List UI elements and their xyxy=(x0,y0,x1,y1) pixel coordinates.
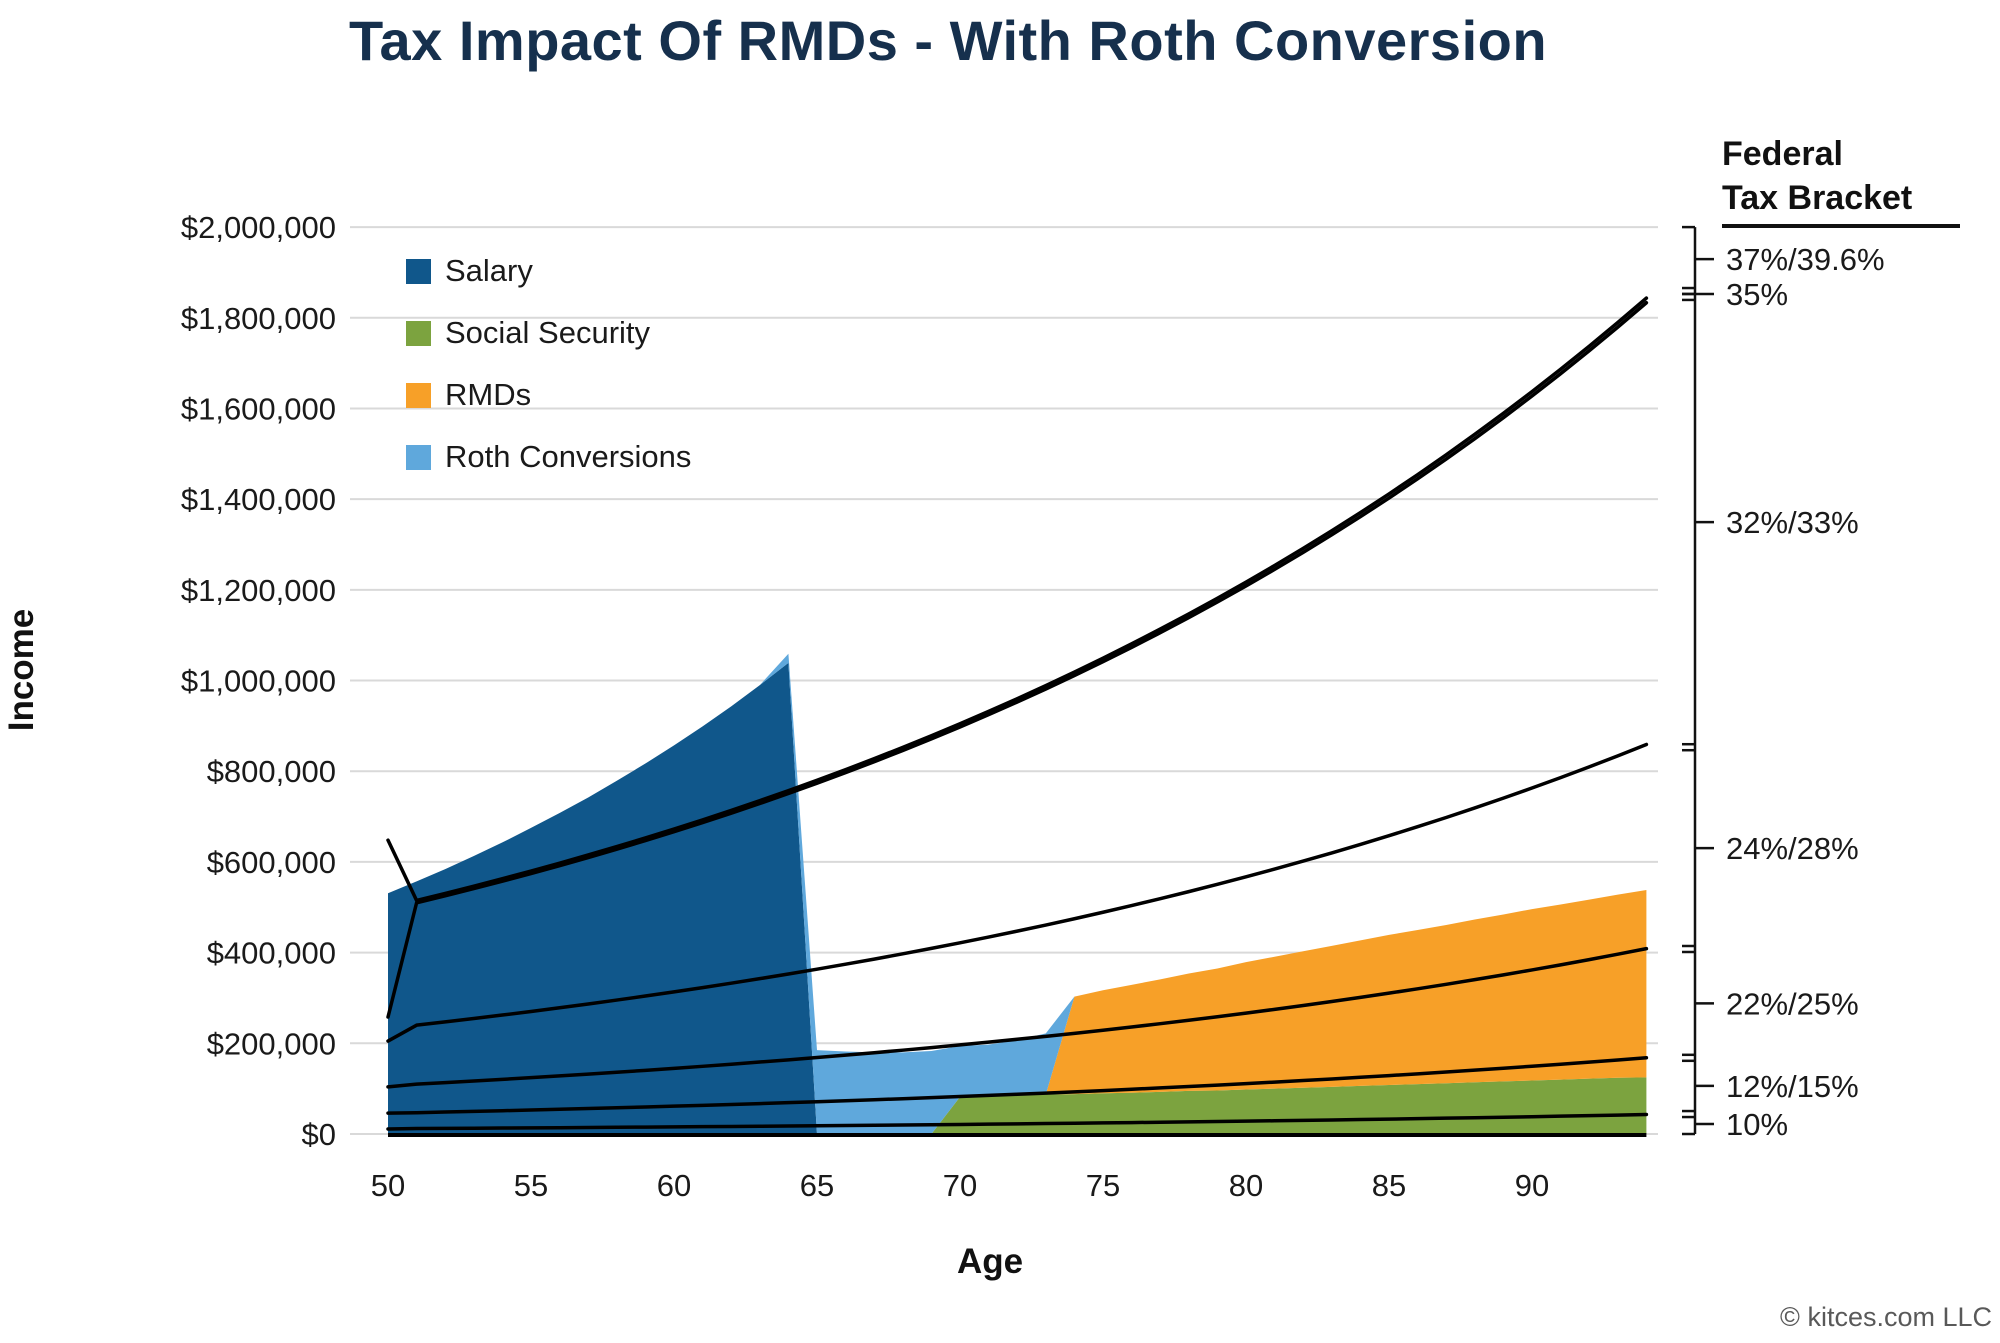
legend-swatch-icon xyxy=(406,382,431,408)
area-rmds xyxy=(388,662,1647,1134)
area-social-security xyxy=(388,662,1647,1134)
bracket-label: 35% xyxy=(1726,277,1788,312)
y-axis-title: Income xyxy=(2,608,41,732)
page-title: Tax Impact Of RMDs - With Roth Conversio… xyxy=(348,9,1548,72)
x-tick-label: 75 xyxy=(1086,1168,1120,1203)
x-tick-label: 60 xyxy=(657,1168,691,1203)
legend-item-rmds: RMDs xyxy=(406,377,691,412)
y-tick-label: $1,400,000 xyxy=(181,482,336,517)
y-tick-label: $0 xyxy=(302,1117,336,1152)
y-tick-label: $800,000 xyxy=(207,754,336,789)
copyright-text: © kitces.com LLC xyxy=(1780,1302,1992,1332)
y-tick-label: $1,600,000 xyxy=(181,391,336,426)
y-tick-label: $1,800,000 xyxy=(181,301,336,336)
threshold-line xyxy=(386,1112,1649,1131)
y-tick-label: $600,000 xyxy=(207,845,336,880)
legend-swatch-icon xyxy=(406,320,431,346)
area-salary xyxy=(388,662,1647,1134)
y-tick-label: $2,000,000 xyxy=(181,210,336,245)
legend-item-roth-conversions: Roth Conversions xyxy=(406,439,691,474)
threshold-line xyxy=(386,301,1649,1019)
legend-swatch-icon xyxy=(406,258,431,284)
right-axis-header-line2: Tax Bracket xyxy=(1722,179,1913,218)
legend-swatch-icon xyxy=(406,444,431,470)
x-tick-label: 55 xyxy=(514,1168,548,1203)
y-tick-label: $1,200,000 xyxy=(181,573,336,608)
threshold-line xyxy=(386,296,1649,903)
legend: Salary Social Security RMDs Roth Conversion… xyxy=(406,253,691,506)
bracket-label: 24%/28% xyxy=(1726,831,1859,866)
threshold-line xyxy=(386,1055,1649,1115)
y-tick-label: $400,000 xyxy=(207,936,336,971)
legend-item-salary: Salary xyxy=(406,253,691,288)
bracket-label: 10% xyxy=(1726,1107,1788,1142)
legend-item-social-security: Social Security xyxy=(406,315,691,350)
y-tick-label: $1,000,000 xyxy=(181,664,336,699)
x-tick-label: 80 xyxy=(1229,1168,1263,1203)
bracket-label: 22%/25% xyxy=(1726,986,1859,1021)
x-tick-label: 70 xyxy=(943,1168,977,1203)
legend-label: Roth Conversions xyxy=(445,439,692,474)
bracket-label: 32%/33% xyxy=(1726,505,1859,540)
legend-label: Salary xyxy=(445,253,533,288)
x-tick-label: 65 xyxy=(800,1168,834,1203)
legend-label: Social Security xyxy=(445,315,651,350)
bracket-label: 37%/39.6% xyxy=(1726,242,1885,277)
threshold-line xyxy=(386,946,1649,1089)
x-tick-label: 90 xyxy=(1515,1168,1549,1203)
legend-label: RMDs xyxy=(445,377,532,412)
y-tick-label: $200,000 xyxy=(207,1026,336,1061)
x-axis-title: Age xyxy=(956,1242,1024,1281)
threshold-line xyxy=(386,742,1649,1043)
right-axis-header: Federal Tax Bracket xyxy=(1722,132,1960,229)
right-axis-header-line1: Federal xyxy=(1722,135,1843,173)
x-tick-label: 50 xyxy=(371,1168,405,1203)
x-tick-label: 85 xyxy=(1372,1168,1406,1203)
bracket-label: 12%/15% xyxy=(1726,1069,1859,1104)
